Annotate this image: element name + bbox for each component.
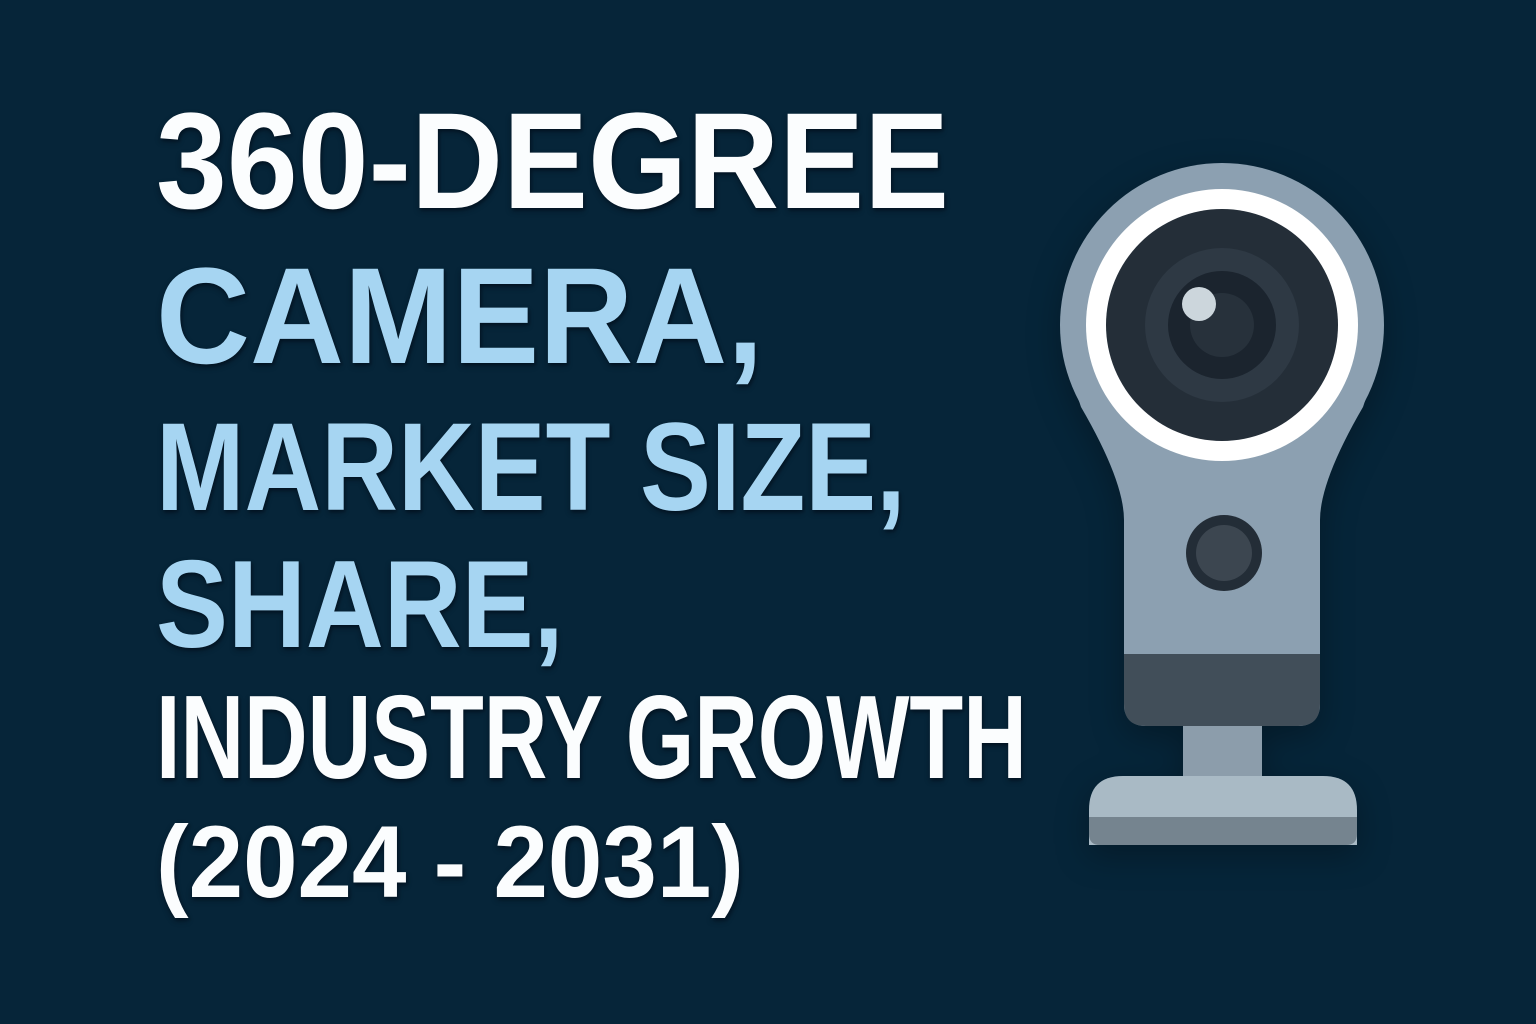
camera-group <box>1060 163 1384 845</box>
title-line-5: INDUSTRY GROWTH <box>156 671 1027 804</box>
camera-button-inner <box>1196 525 1252 581</box>
title-line-1: 360-DEGREE <box>156 85 950 238</box>
title-line-4: SHARE, <box>156 536 564 674</box>
camera-base-strip <box>1089 817 1357 845</box>
title-line-3: MARKET SIZE, <box>156 398 906 537</box>
lens-highlight-icon <box>1182 287 1216 321</box>
camera-neck <box>1183 726 1262 778</box>
camera-dark-band <box>1124 654 1320 726</box>
title-line-6: (2024 - 2031) <box>156 805 744 919</box>
camera-shoulder-right <box>1320 398 1366 520</box>
title-line-2: CAMERA, <box>156 240 764 393</box>
camera-shoulder-left <box>1078 398 1124 520</box>
